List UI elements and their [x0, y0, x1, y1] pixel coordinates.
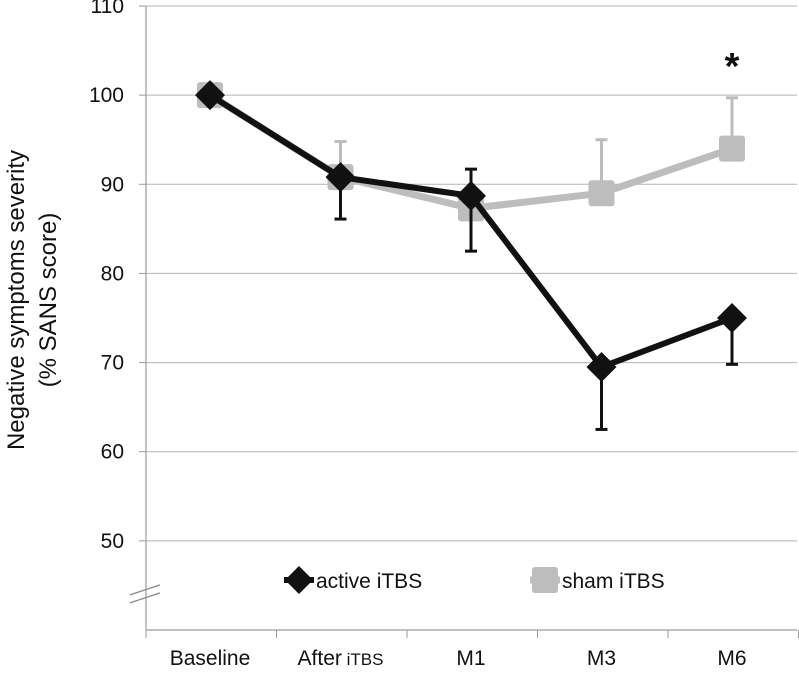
axis-break-mark-1: [129, 584, 161, 596]
y-tick-label-60: 60: [101, 441, 124, 464]
y-tick-label-100: 100: [89, 84, 124, 107]
x-tick-label-after: After iTBS: [298, 647, 384, 670]
x-tick-label-text: Baseline: [170, 647, 251, 670]
y-tick-label-80: 80: [101, 262, 124, 285]
data-point-diamond: [456, 180, 486, 211]
x-tick-label-m6: M6: [717, 647, 746, 670]
data-point-diamond: [325, 162, 356, 193]
axis-break-mark-2: [129, 592, 161, 604]
grid-layer: [146, 5, 797, 542]
x-tick-label-text: M6: [717, 647, 746, 670]
y-tick-label-50: 50: [101, 530, 124, 553]
legend-marker-diamond: [285, 566, 313, 594]
legend-marker-square: [532, 567, 558, 593]
x-tick-label-text: After: [298, 647, 342, 670]
legend-label: active iTBS: [316, 570, 422, 593]
legend: active iTBS sham iTBS: [284, 566, 665, 594]
legend-item-active-itbs: active iTBS: [284, 566, 422, 594]
significance-star: *: [725, 46, 740, 88]
x-tick-label-m3: M3: [587, 647, 616, 670]
tick-labels: 50 60 70 80 90 100 110 Baseline After iTBS M1 M3 M6: [89, 0, 747, 670]
x-tick-label-suffix: iTBS: [342, 650, 384, 669]
y-tick-label-70: 70: [101, 352, 124, 375]
data-point-diamond: [717, 303, 747, 333]
annotations-layer: *: [725, 46, 740, 88]
x-tick-label-text: M1: [456, 647, 485, 670]
data-point-square: [588, 180, 615, 207]
data-point-diamond: [586, 352, 617, 383]
x-tick-label-m1: M1: [456, 647, 485, 670]
data-point-diamond: [195, 80, 225, 111]
y-axis-label-line2: (% SANS score): [35, 213, 62, 388]
x-tick-label-text: M3: [587, 647, 616, 670]
legend-label: sham iTBS: [562, 570, 665, 593]
series-active-itbs: [195, 80, 747, 431]
x-tick-label-baseline: Baseline: [170, 647, 251, 670]
legend-item-sham-itbs: sham iTBS: [530, 567, 665, 593]
series-layer: [195, 80, 747, 431]
y-axis-label-line1: Negative symptoms severity: [3, 150, 30, 450]
y-axis-label: Negative symptoms severity (% SANS score…: [3, 150, 62, 450]
y-tick-label-110: 110: [91, 0, 124, 18]
axes-layer: [129, 5, 799, 638]
y-tick-label-90: 90: [101, 173, 124, 196]
data-point-square: [719, 135, 745, 162]
